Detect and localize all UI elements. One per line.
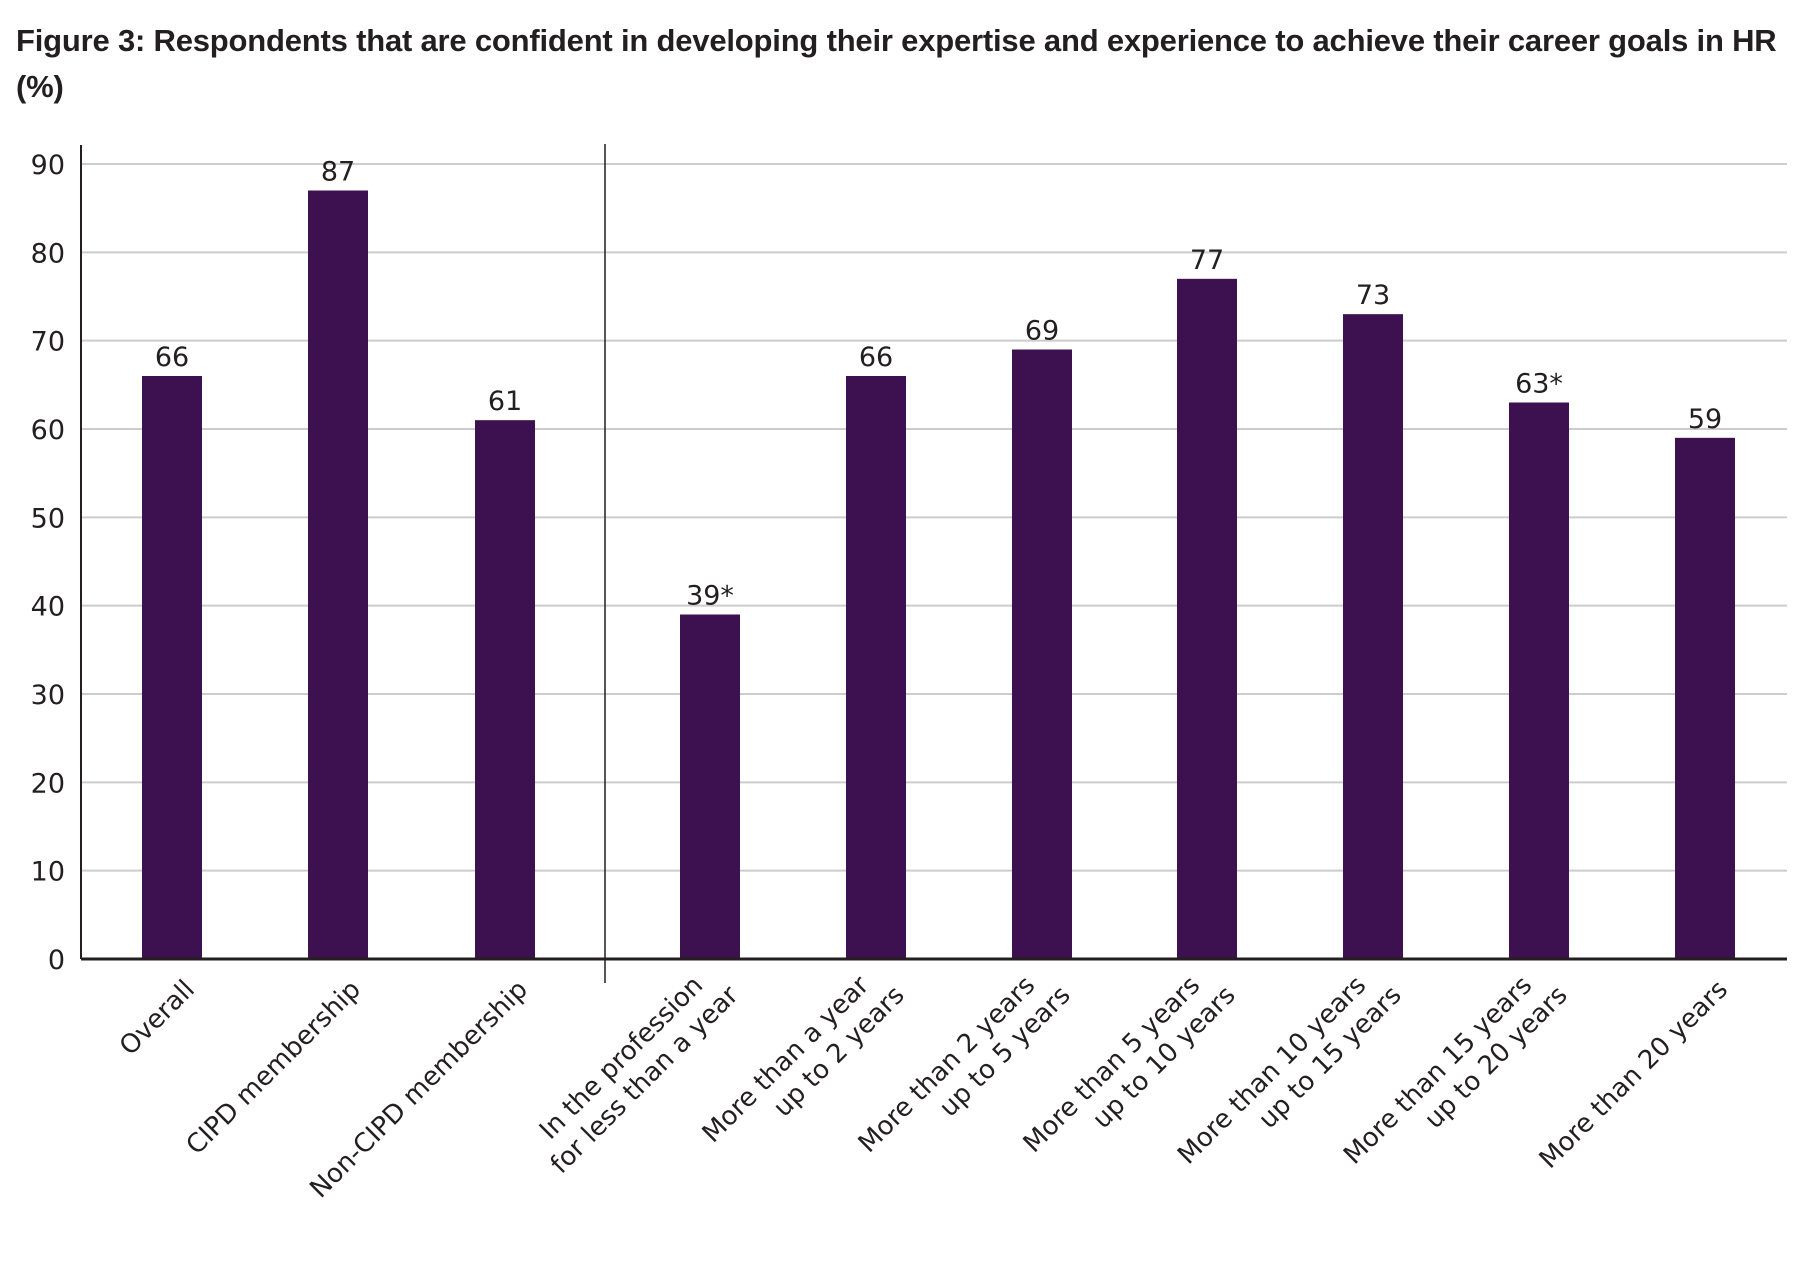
x-category-label-line: for less than a year [545, 980, 745, 1180]
x-category-label-line: CIPD membership [181, 975, 367, 1161]
data-label: 66 [859, 342, 893, 373]
data-label: 66 [155, 342, 189, 373]
bar [846, 376, 906, 959]
y-tick-label: 30 [31, 680, 65, 711]
x-category-label: In the professionfor less than a year [522, 957, 744, 1179]
y-tick-label: 80 [31, 238, 65, 269]
y-tick-label: 0 [48, 945, 65, 976]
bar [1675, 437, 1735, 959]
data-label: 87 [321, 157, 355, 188]
y-tick-label: 40 [31, 592, 65, 623]
y-tick-label: 20 [31, 768, 65, 799]
bar [308, 190, 368, 959]
x-category-label: Overall [114, 975, 201, 1062]
chart-title: Figure 3: Respondents that are confident… [16, 23, 1777, 104]
data-label: 77 [1190, 245, 1224, 276]
data-label: 63* [1515, 369, 1563, 400]
y-tick-label: 70 [31, 327, 65, 358]
y-tick-label: 50 [31, 503, 65, 534]
x-category-label: CIPD membership [181, 975, 367, 1161]
bar [1012, 349, 1072, 959]
bar [680, 614, 740, 959]
data-label: 59 [1688, 404, 1722, 435]
bar [1177, 278, 1237, 959]
data-label: 73 [1356, 280, 1390, 311]
bar [142, 376, 202, 959]
y-tick-label: 10 [31, 857, 65, 888]
y-tick-label: 60 [31, 415, 65, 446]
data-label: 61 [488, 386, 522, 417]
bar [475, 420, 535, 960]
data-label: 69 [1025, 316, 1059, 347]
bar [1343, 314, 1403, 960]
x-category-label-line: Overall [114, 975, 201, 1062]
y-tick-label: 90 [31, 150, 65, 181]
bar [1509, 402, 1569, 959]
data-label: 39* [686, 581, 734, 612]
